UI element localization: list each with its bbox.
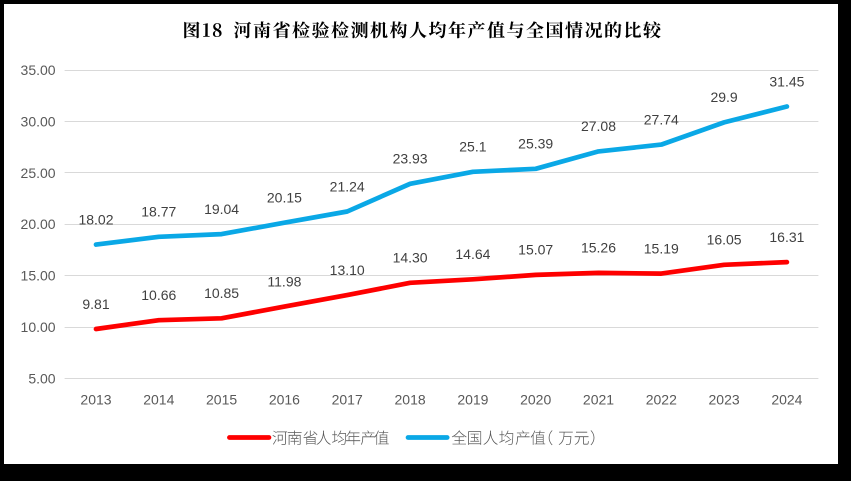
svg-text:11.98: 11.98 [267,273,301,289]
svg-text:10.66: 10.66 [141,287,176,303]
svg-text:25.39: 25.39 [518,136,553,152]
svg-text:10.00: 10.00 [21,319,56,335]
svg-text:15.19: 15.19 [644,240,679,256]
svg-text:15.26: 15.26 [581,240,616,256]
svg-text:21.24: 21.24 [330,178,365,194]
svg-text:31.45: 31.45 [769,73,804,89]
svg-text:30.00: 30.00 [21,113,56,129]
svg-text:10.85: 10.85 [204,285,239,301]
svg-text:2014: 2014 [143,392,174,408]
svg-text:14.64: 14.64 [455,246,490,262]
svg-text:29.9: 29.9 [710,89,737,105]
svg-text:2016: 2016 [269,392,300,408]
svg-text:16.05: 16.05 [707,232,742,248]
svg-text:2019: 2019 [457,392,488,408]
svg-text:16.31: 16.31 [769,229,804,245]
svg-text:2021: 2021 [583,392,614,408]
svg-text:13.10: 13.10 [330,262,365,278]
svg-text:2015: 2015 [206,392,237,408]
svg-text:20.00: 20.00 [21,216,56,232]
svg-text:25.1: 25.1 [459,139,486,155]
svg-text:35.00: 35.00 [21,62,56,78]
svg-text:18.77: 18.77 [141,204,176,220]
svg-text:25.00: 25.00 [21,165,56,181]
svg-text:18.02: 18.02 [78,211,113,227]
svg-text:19.04: 19.04 [204,201,239,217]
svg-text:27.08: 27.08 [581,118,616,134]
svg-text:15.07: 15.07 [518,242,553,258]
svg-text:2013: 2013 [80,392,111,408]
svg-text:2022: 2022 [646,392,677,408]
svg-text:23.93: 23.93 [393,151,428,167]
svg-text:15.00: 15.00 [21,268,56,284]
svg-text:2020: 2020 [520,392,551,408]
svg-text:9.81: 9.81 [82,296,109,312]
svg-text:2023: 2023 [709,392,740,408]
svg-text:2024: 2024 [771,392,802,408]
svg-text:14.30: 14.30 [393,250,428,266]
svg-text:27.74: 27.74 [644,111,679,127]
svg-text:5.00: 5.00 [28,370,55,386]
svg-text:2017: 2017 [332,392,363,408]
svg-text:20.15: 20.15 [267,190,302,206]
svg-text:2018: 2018 [395,392,426,408]
